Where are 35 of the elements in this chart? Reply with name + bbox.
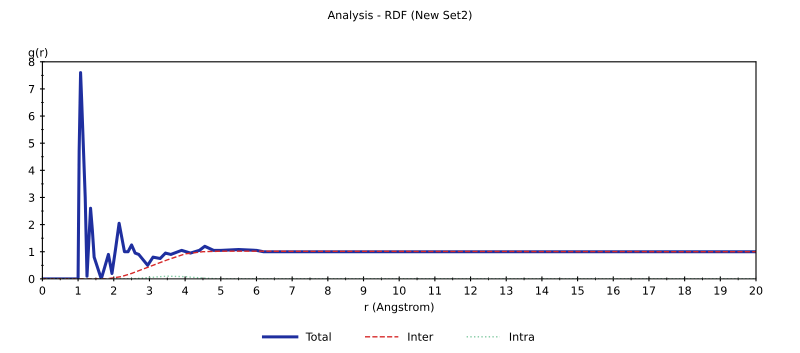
x-tick-label: 5 [218,286,224,295]
x-tick-label: 16 [607,286,620,295]
y-tick-label: 0 [28,274,34,284]
x-tick-label: 17 [643,286,656,295]
x-tick-label: 20 [750,286,762,295]
x-tick-label: 9 [360,286,366,295]
legend-label: Total [306,332,331,341]
x-tick-label: 0 [40,286,46,295]
x-tick-label: 13 [500,286,512,295]
x-tick-label: 6 [254,286,260,295]
x-tick-label: 2 [111,286,116,295]
x-tick-label: 3 [146,286,152,295]
y-tick-label: 1 [29,248,34,256]
y-tick-label: 3 [28,193,34,202]
x-tick-label: 8 [325,286,331,295]
y-axis-title: g(r) [28,48,48,59]
y-tick-label: 7 [28,85,34,94]
y-tick-label: 5 [28,139,34,148]
legend-label: Inter [408,332,434,341]
x-tick-label: 12 [464,286,477,295]
x-tick-label: 19 [714,286,727,295]
x-tick-label: 11 [429,286,441,295]
x-tick-label: 15 [572,286,584,295]
x-tick-label: 10 [393,286,406,295]
x-axis-title: r (Angstrom) [364,302,434,314]
y-tick-label: 6 [28,112,34,120]
x-tick-label: 1 [76,286,81,295]
y-tick-label: 2 [28,220,34,229]
legend-label: Intra [510,332,534,341]
chart-title: Analysis - RDF (New Set2) [328,10,472,22]
x-tick-label: 4 [182,286,188,295]
x-tick-label: 18 [678,286,691,295]
x-tick-label: 14 [536,286,548,295]
x-tick-label: 7 [290,286,295,295]
y-tick-label: 4 [28,166,34,175]
